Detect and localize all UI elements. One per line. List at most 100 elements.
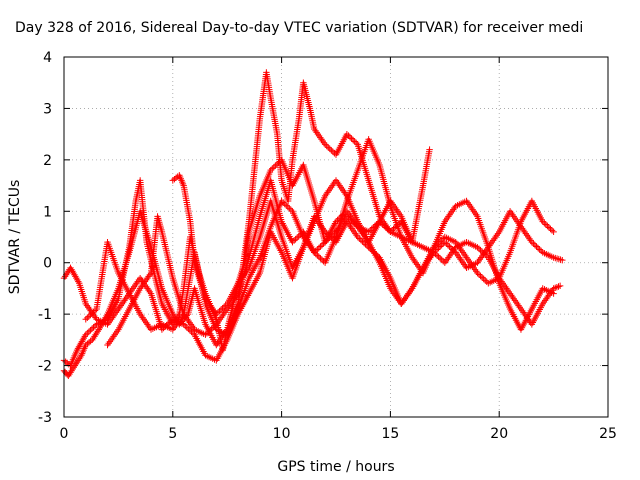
data-point (206, 327, 214, 334)
y-tick-label: -3 (38, 410, 52, 426)
data-point (85, 313, 93, 320)
data-point (477, 272, 484, 280)
x-tick-label: 10 (273, 426, 291, 442)
data-point (430, 244, 438, 251)
data-point (475, 271, 483, 278)
data-point (550, 290, 557, 297)
data-point (334, 216, 341, 224)
data-point (82, 341, 89, 349)
data-point (360, 239, 368, 247)
data-point (292, 236, 299, 243)
data-point (318, 241, 326, 249)
data-point (84, 314, 91, 322)
data-point (474, 244, 481, 251)
data-point (315, 244, 323, 252)
data-point (320, 240, 327, 247)
data-point (528, 238, 536, 246)
data-point (278, 197, 285, 205)
data-point (171, 175, 178, 183)
data-point (84, 340, 91, 347)
data-point (87, 327, 94, 334)
data-point (312, 247, 319, 255)
data-point (272, 162, 279, 169)
data-point (339, 212, 346, 219)
y-tick-label: -1 (38, 307, 52, 323)
data-point (384, 225, 391, 233)
data-point (185, 325, 192, 333)
data-point (359, 238, 366, 245)
data-points (60, 69, 566, 380)
data-point (435, 253, 442, 261)
data-point (443, 240, 450, 247)
x-tick-label: 25 (599, 426, 617, 442)
data-point (477, 247, 484, 254)
data-point (536, 246, 543, 253)
data-point (283, 202, 290, 209)
data-point (321, 141, 329, 148)
data-point (555, 283, 562, 290)
data-point (328, 147, 335, 154)
y-tick-label: 0 (43, 256, 52, 272)
data-point (205, 328, 212, 335)
data-point (216, 308, 223, 315)
data-point (84, 330, 91, 337)
data-point (368, 225, 375, 233)
data-point (281, 200, 288, 208)
x-tick-label: 0 (60, 426, 69, 442)
data-point (435, 239, 442, 247)
data-point (87, 311, 94, 319)
series-track6 (82, 197, 416, 338)
data-point (444, 241, 452, 249)
data-point (267, 166, 274, 174)
data-point (315, 253, 323, 261)
data-point (433, 241, 441, 248)
data-point (220, 303, 228, 310)
data-point (433, 252, 441, 259)
data-point (559, 256, 566, 264)
data-point (186, 327, 194, 334)
data-point (436, 238, 444, 245)
data-point (340, 211, 347, 218)
data-point (356, 235, 363, 242)
data-point (537, 247, 545, 255)
data-point (90, 324, 97, 331)
data-point (317, 255, 324, 262)
data-point (553, 283, 561, 291)
data-point (353, 139, 360, 147)
data-point (366, 227, 374, 234)
data-point (450, 247, 458, 255)
y-tick-label: 3 (43, 101, 52, 117)
data-point (329, 148, 337, 155)
data-point (314, 252, 321, 259)
data-point (379, 221, 386, 228)
data-point (426, 146, 433, 153)
data-point (85, 328, 93, 335)
data-point (354, 233, 361, 241)
x-axis-label: GPS time / hours (277, 459, 394, 475)
data-point (91, 322, 99, 330)
data-point (371, 222, 379, 230)
data-point (544, 222, 551, 230)
data-point (90, 308, 97, 316)
data-point (82, 331, 89, 338)
data-point (332, 218, 340, 225)
x-tick-label: 5 (168, 426, 177, 442)
data-point (325, 144, 332, 151)
data-point (85, 339, 93, 346)
data-point (317, 243, 324, 250)
data-point (351, 138, 358, 145)
data-point (382, 224, 389, 231)
data-point (370, 224, 377, 231)
data-point (545, 224, 553, 231)
data-point (217, 306, 225, 313)
grid (64, 57, 608, 417)
data-point (87, 337, 94, 345)
data-point (447, 244, 455, 252)
data-point (289, 238, 296, 246)
data-point (172, 174, 180, 182)
y-tick-label: 4 (43, 50, 52, 66)
data-point (345, 132, 352, 139)
data-point (311, 249, 318, 256)
data-point (446, 243, 453, 250)
